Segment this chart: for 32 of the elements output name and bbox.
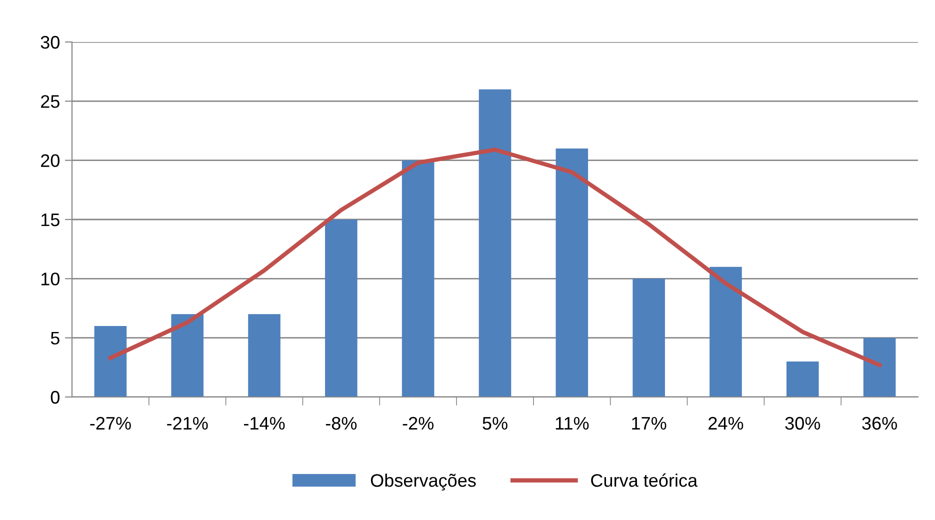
- legend-label: Curva teórica: [591, 473, 698, 487]
- bar: [171, 314, 204, 397]
- x-tick-label: -27%: [90, 416, 131, 430]
- x-tick-label: -2%: [402, 416, 434, 430]
- y-tick-label: 15: [41, 214, 60, 226]
- bar: [632, 278, 665, 397]
- x-tick-label: 30%: [785, 416, 820, 430]
- bar: [94, 326, 127, 397]
- x-tick-label: 36%: [862, 416, 897, 430]
- x-tick-label: 24%: [708, 416, 744, 430]
- x-tick-label: -14%: [244, 417, 285, 430]
- y-tick-label: 25: [41, 95, 60, 108]
- y-tick-label: 20: [41, 154, 60, 168]
- y-tick-label: 5: [50, 332, 60, 345]
- bar: [556, 148, 588, 397]
- bar: [478, 89, 512, 397]
- x-tick-label: -21%: [167, 416, 208, 430]
- y-tick-label: 10: [41, 272, 60, 286]
- y-tick-label: 0: [50, 390, 60, 404]
- bar: [402, 160, 434, 397]
- line-series: [108, 148, 882, 368]
- x-tick-label: 5%: [482, 417, 508, 430]
- legend-label: Observações: [370, 474, 476, 491]
- x-tick-label: 11%: [556, 417, 589, 430]
- x-tick-label: -8%: [326, 416, 357, 430]
- bar: [325, 220, 358, 397]
- bar: [710, 266, 742, 397]
- bar: [786, 362, 819, 397]
- x-tick-label: 17%: [632, 417, 666, 430]
- y-tick-label: 30: [40, 36, 60, 49]
- bar: [248, 314, 280, 397]
- bar: [863, 338, 896, 397]
